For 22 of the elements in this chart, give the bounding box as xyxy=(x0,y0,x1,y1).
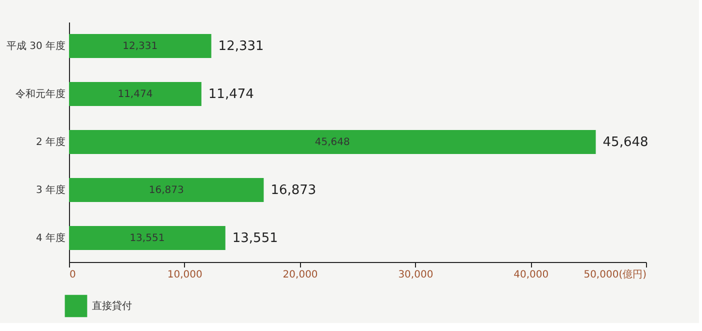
legend-label: 直接貸付 xyxy=(92,300,132,312)
x-tick-label: 50,000(億円) xyxy=(584,268,647,280)
text: 11,474 xyxy=(118,89,153,100)
y-tick-label: 4 年度 xyxy=(36,232,66,244)
data-label: 13,551 xyxy=(232,231,278,246)
x-tick-label: 40,000 xyxy=(514,270,549,280)
text: 16,873 xyxy=(148,185,184,196)
data-label: 12,331 xyxy=(218,39,264,54)
y-tick-label: 2 年度 xyxy=(36,136,66,148)
data-label: 16,873 xyxy=(270,183,316,198)
x-tick-label: 10,000 xyxy=(167,270,202,280)
x-tick-label: 30,000 xyxy=(398,270,434,280)
text: 12,331 xyxy=(122,41,158,52)
x-tick-label: 20,000 xyxy=(282,270,318,280)
y-tick-label: 平成 30 年度 xyxy=(6,40,66,52)
x-tick-label: 0 xyxy=(70,270,76,280)
text: 13,551 xyxy=(130,233,165,244)
data-label: 11,474 xyxy=(208,87,254,102)
data-label: 45,648 xyxy=(602,135,648,150)
y-tick-label: 3 年度 xyxy=(36,184,66,196)
y-tick-label: 令和元年度 xyxy=(16,88,66,100)
text: 45,648 xyxy=(314,137,350,148)
